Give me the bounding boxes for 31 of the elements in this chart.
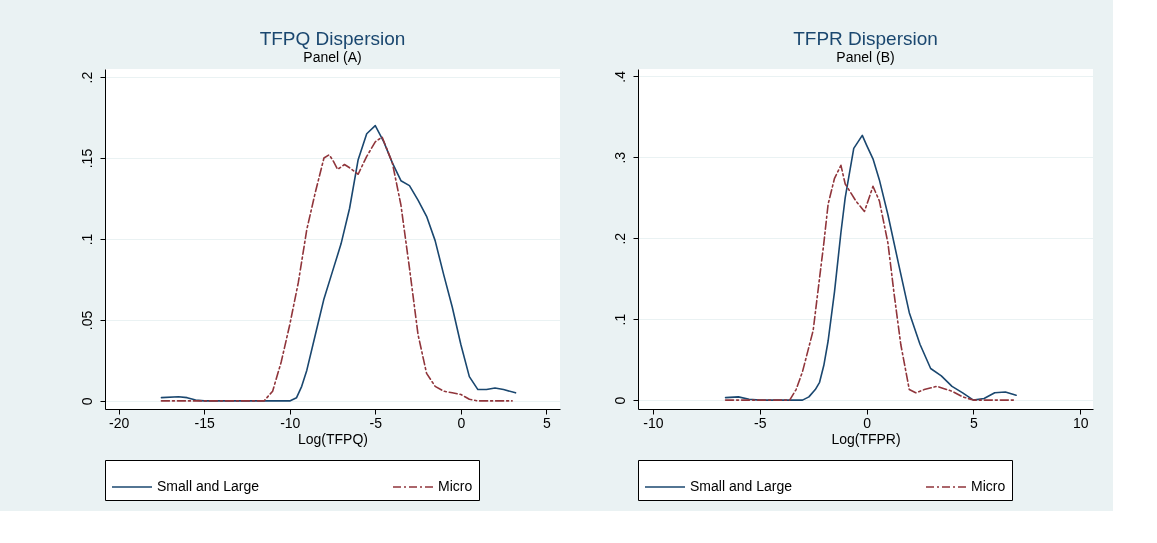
x-tick-label: 10	[1072, 414, 1089, 431]
chart-title: TFPQ Dispersion	[259, 28, 406, 49]
x-tick-label: -10	[280, 414, 301, 431]
y-tick-label: 0	[78, 397, 95, 406]
y-tick-label: .05	[78, 310, 95, 331]
legend-label: Small and Large	[157, 478, 260, 494]
y-tick-label: .4	[611, 70, 628, 83]
x-tick-label: 0	[457, 414, 466, 431]
chart-title: TFPR Dispersion	[793, 28, 938, 49]
y-tick-label: .2	[78, 71, 95, 84]
x-axis-title: Log(TFPR)	[831, 430, 901, 447]
chart-subtitle: Panel (B)	[836, 49, 895, 65]
x-tick-label: 5	[969, 414, 978, 431]
x-tick-label: 0	[863, 414, 872, 431]
x-tick-label: -20	[109, 414, 130, 431]
y-tick-label: 0	[611, 396, 628, 405]
y-tick-label: .1	[78, 233, 95, 246]
x-tick-label: -15	[194, 414, 216, 431]
chart-subtitle: Panel (A)	[303, 49, 362, 65]
x-tick-label: 5	[542, 414, 551, 431]
y-tick-label: .1	[611, 313, 628, 326]
x-tick-label: -5	[754, 414, 767, 431]
legend-label: Micro	[438, 478, 473, 494]
x-tick-label: -10	[643, 414, 664, 431]
x-tick-label: -5	[369, 414, 383, 431]
x-axis-title: Log(TFPQ)	[297, 430, 369, 447]
y-tick-label: .15	[78, 148, 95, 169]
y-tick-label: .2	[611, 232, 628, 245]
legend-label: Micro	[971, 478, 1006, 494]
legend-label: Small and Large	[690, 478, 793, 494]
y-tick-label: .3	[611, 151, 628, 164]
